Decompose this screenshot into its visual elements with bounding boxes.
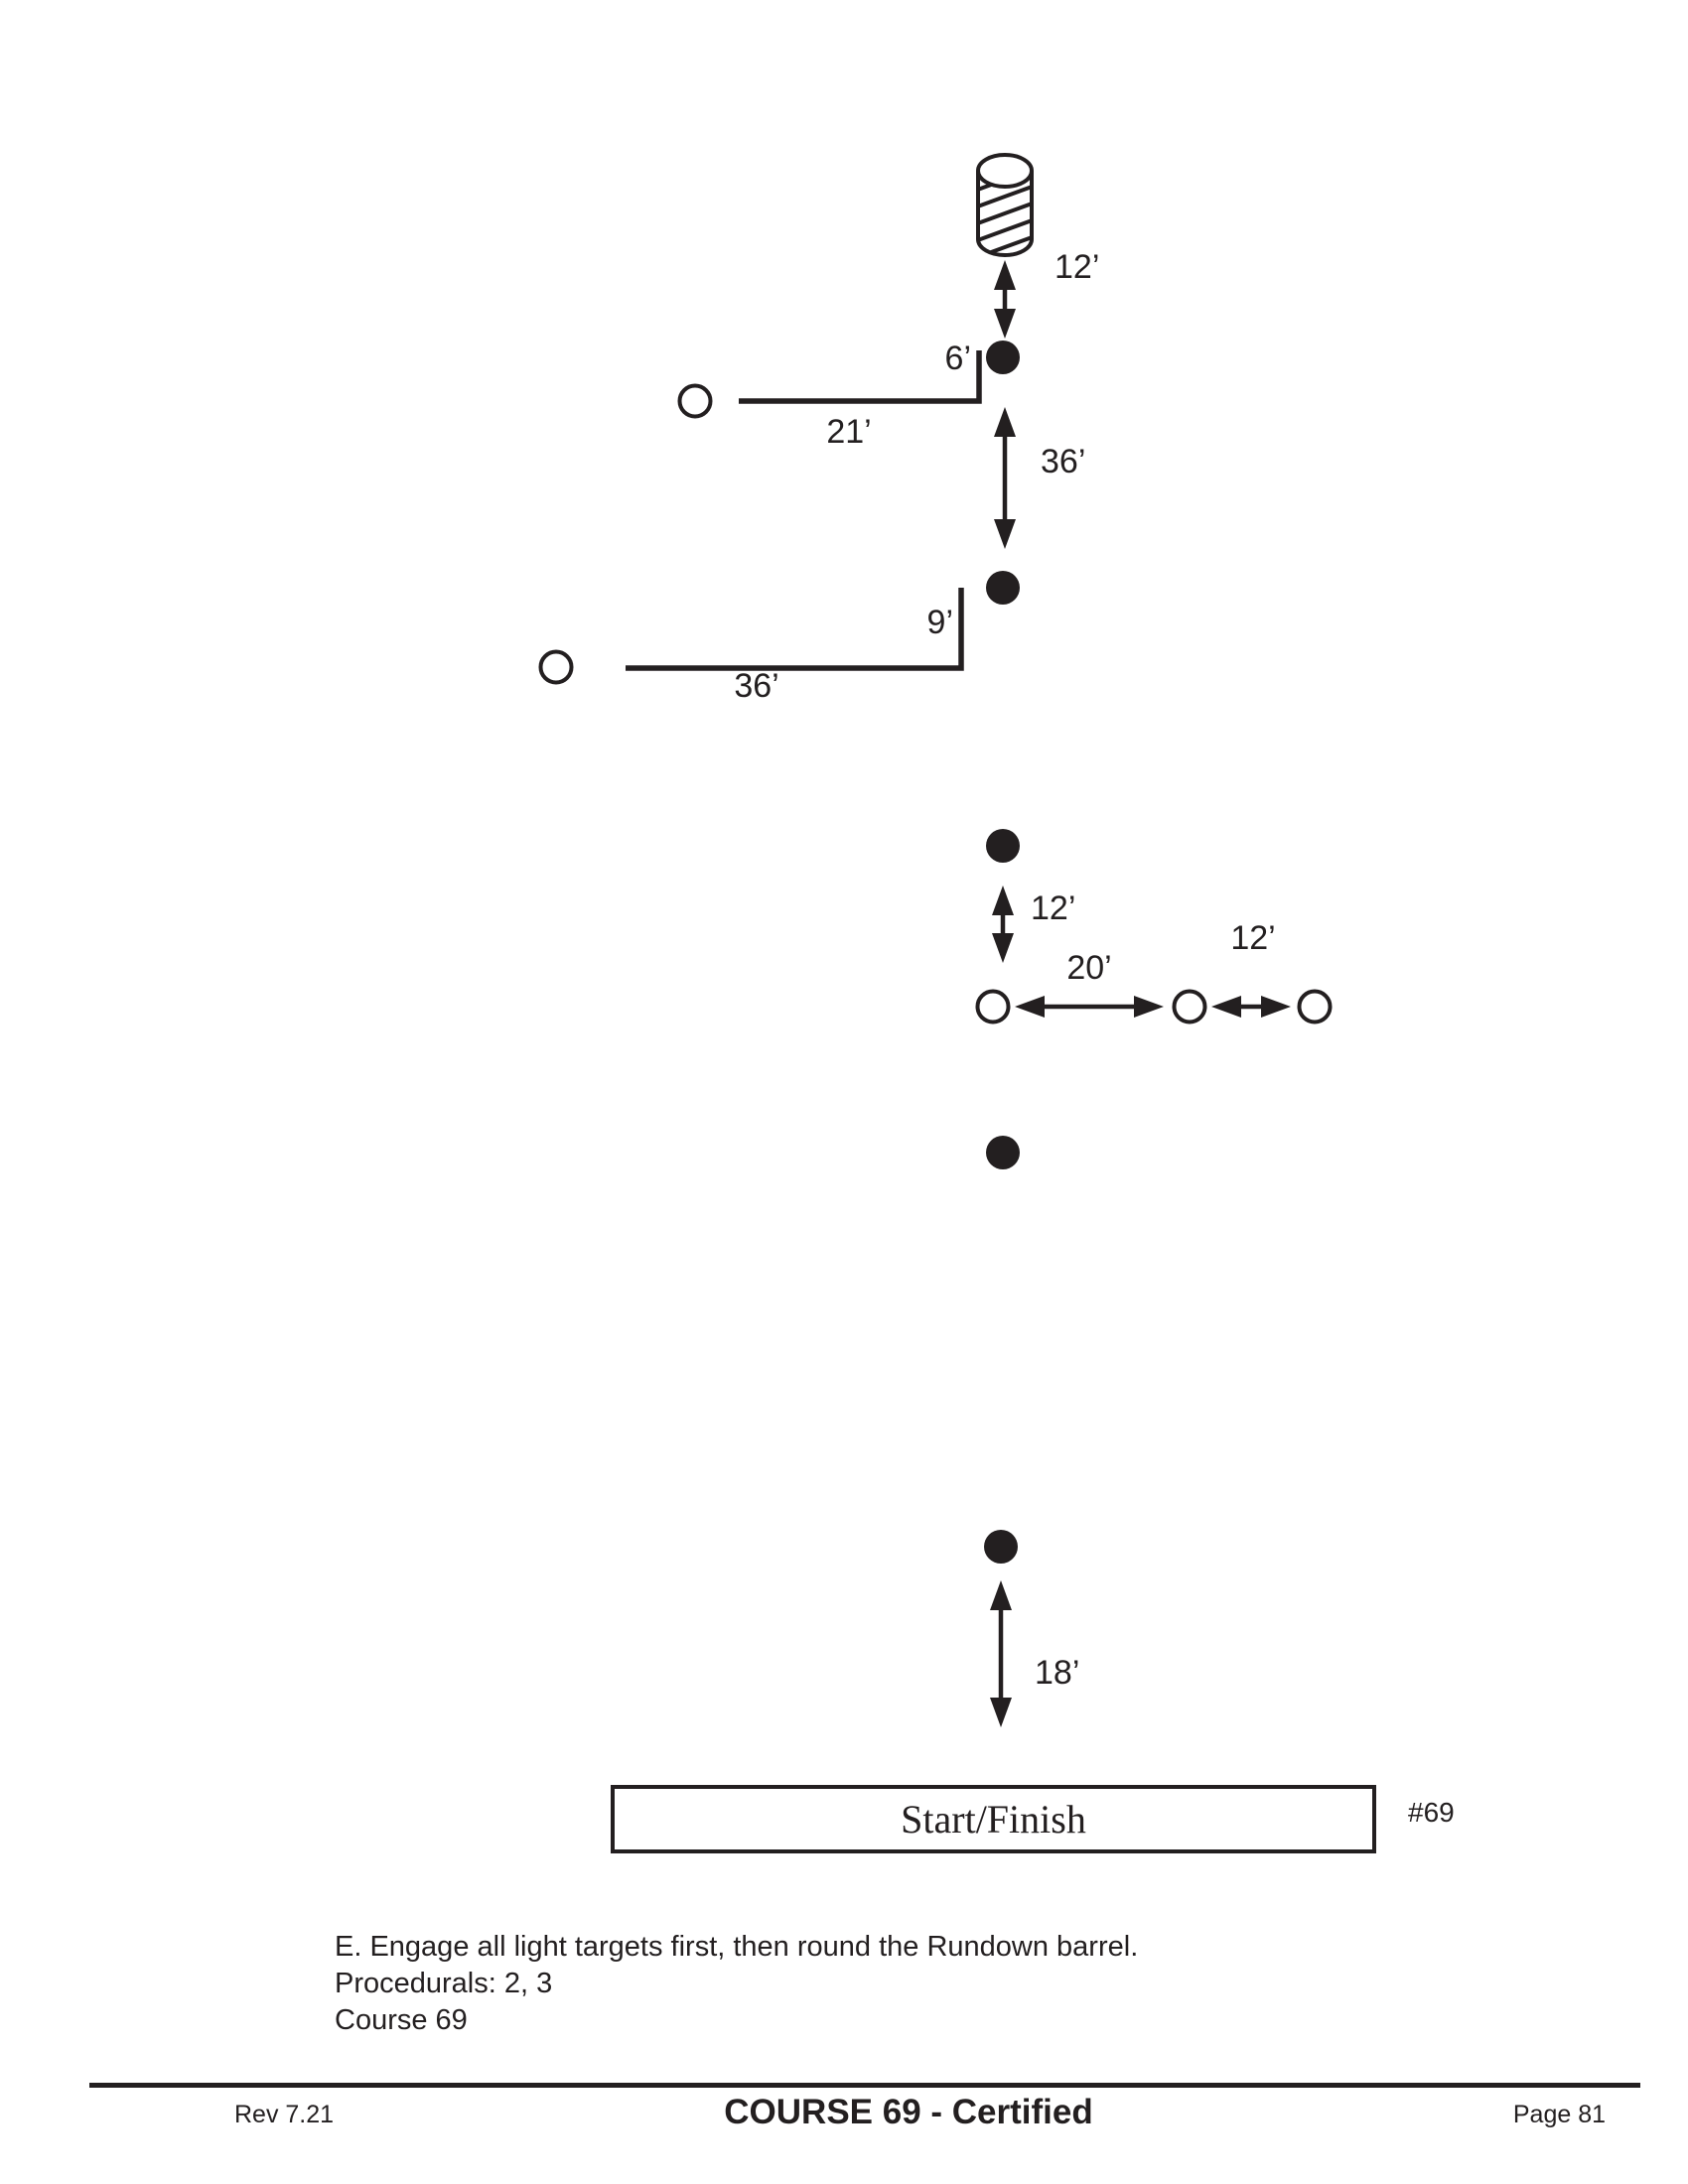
distance-arrow-36ft-vertical bbox=[994, 407, 1016, 549]
footer-page-number: Page 81 bbox=[1512, 2101, 1606, 2128]
light-target-circle-2 bbox=[538, 649, 574, 685]
distance-arrow-12ft-mid bbox=[992, 886, 1014, 963]
distance-arrow-18ft bbox=[990, 1580, 1012, 1727]
offset-line-9ft-36ft bbox=[626, 588, 964, 671]
distance-arrow-12ft-top bbox=[994, 260, 1016, 339]
offset-line-6ft-21ft bbox=[739, 350, 982, 404]
label-18ft: 18’ bbox=[1035, 1654, 1080, 1692]
label-12ft-mid: 12’ bbox=[1031, 889, 1076, 927]
rundown-barrel-icon bbox=[976, 153, 1034, 257]
footer-divider bbox=[89, 2083, 1640, 2088]
dark-target-dot-3 bbox=[986, 829, 1020, 863]
dark-target-dot-2 bbox=[986, 571, 1020, 605]
label-12ft-top: 12’ bbox=[1055, 248, 1100, 286]
note-line-procedurals: Procedurals: 2, 3 bbox=[335, 1968, 553, 1999]
dark-target-dot-4 bbox=[986, 1136, 1020, 1169]
label-6ft: 6’ bbox=[944, 340, 971, 377]
label-36ft-vertical: 36’ bbox=[1041, 443, 1086, 480]
start-finish-label: Start/Finish bbox=[901, 1797, 1086, 1842]
light-target-circle-3 bbox=[975, 989, 1011, 1024]
light-target-circle-1 bbox=[677, 383, 713, 419]
light-target-circle-5 bbox=[1297, 989, 1333, 1024]
label-36ft-horizontal: 36’ bbox=[734, 667, 779, 705]
footer-revision: Rev 7.21 bbox=[234, 2101, 335, 2128]
label-12ft-row: 12’ bbox=[1230, 919, 1276, 957]
label-9ft: 9’ bbox=[926, 604, 953, 641]
label-21ft: 21’ bbox=[826, 413, 872, 451]
footer-course-title: COURSE 69 - Certified bbox=[724, 2093, 1093, 2131]
dark-target-dot-1 bbox=[986, 341, 1020, 374]
course-notes: E. Engage all light targets first, then … bbox=[335, 1929, 1138, 2039]
note-line-course: Course 69 bbox=[335, 2004, 468, 2036]
start-finish-box: Start/Finish bbox=[611, 1785, 1376, 1853]
distance-arrow-20ft bbox=[1015, 996, 1164, 1018]
note-line-engage: E. Engage all light targets first, then … bbox=[335, 1931, 1139, 1963]
light-target-circle-4 bbox=[1172, 989, 1207, 1024]
label-20ft: 20’ bbox=[1066, 949, 1112, 987]
dark-target-dot-5 bbox=[984, 1530, 1018, 1564]
distance-arrow-12ft-row bbox=[1211, 996, 1291, 1018]
course-number-tag: #69 bbox=[1408, 1797, 1455, 1828]
